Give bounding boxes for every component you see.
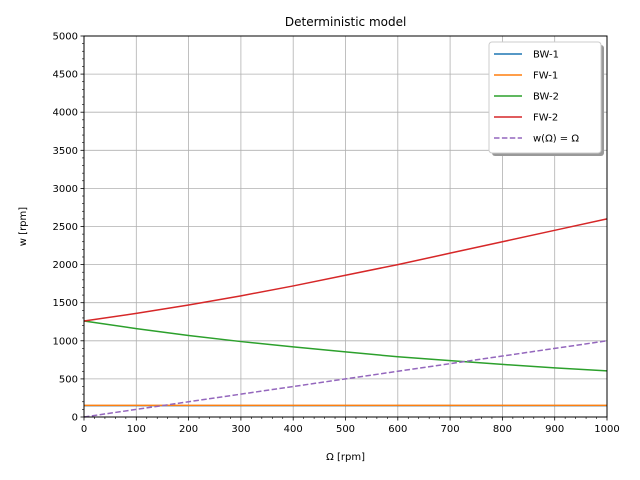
y-tick-label: 3500 (53, 146, 78, 157)
x-tick-label: 500 (336, 424, 355, 435)
series-line (83, 218, 608, 322)
x-tick-label: 1000 (594, 424, 619, 435)
y-axis-title: w [rpm] (18, 207, 29, 246)
x-axis-title: Ω [rpm] (326, 452, 365, 463)
legend-label: w(Ω) = Ω (533, 134, 579, 145)
x-tick-label: 700 (441, 424, 460, 435)
x-tick-label: 600 (388, 424, 407, 435)
y-tick-label: 2500 (53, 222, 78, 233)
y-tick-label: 0 (72, 413, 78, 424)
y-tick-label: 1500 (53, 298, 78, 309)
ticks: 0 100 200 300 400 500 600 700 800 900 1000 0 500 1000… (53, 32, 620, 436)
x-tick-label: 300 (231, 424, 250, 435)
legend: BW-1 FW-1 BW-2 FW-2 w(Ω) = Ω (488, 41, 604, 156)
y-tick-label: 2000 (53, 260, 78, 271)
y-tick-label: 3000 (53, 184, 78, 195)
series-line (83, 320, 608, 372)
legend-label: BW-2 (533, 92, 559, 103)
y-tick-label: 1000 (53, 336, 78, 347)
y-tick-label: 5000 (53, 32, 78, 43)
x-tick-label: 200 (179, 424, 198, 435)
legend-label: FW-1 (533, 71, 558, 82)
series-group (83, 218, 608, 418)
legend-box (488, 41, 602, 154)
x-tick-label: 100 (127, 424, 146, 435)
chart-title: Deterministic model (285, 15, 406, 29)
x-tick-label: 900 (545, 424, 564, 435)
y-tick-label: 4000 (53, 108, 78, 119)
legend-label: BW-1 (533, 50, 559, 61)
x-tick-label: 400 (284, 424, 303, 435)
x-tick-label: 800 (493, 424, 512, 435)
legend-label: FW-2 (533, 113, 558, 124)
y-tick-label: 4500 (53, 70, 78, 81)
x-tick-label: 0 (81, 424, 87, 435)
series-line (83, 340, 608, 418)
y-tick-label: 500 (59, 374, 78, 385)
